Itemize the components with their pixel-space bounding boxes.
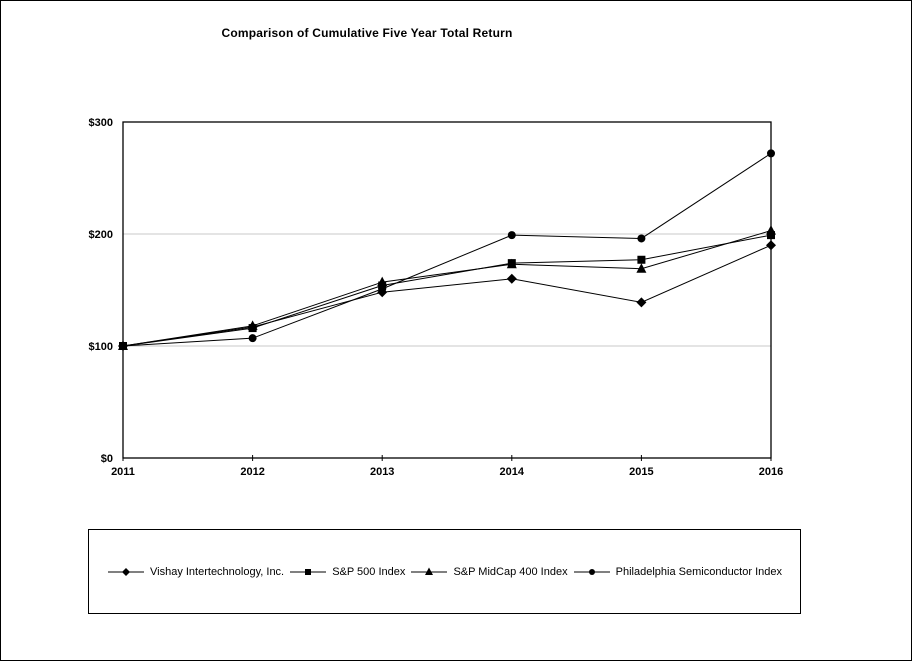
line-chart-plot-area: $0 $100 $200 $300 2011 2012 2013 2014 2015 2016	[89, 117, 784, 478]
legend-item-vishay: Vishay Intertechnology, Inc.	[107, 566, 284, 578]
svg-text:2011: 2011	[111, 466, 135, 478]
circle-marker-icon	[573, 568, 610, 575]
svg-text:$100: $100	[89, 341, 113, 353]
svg-text:$0: $0	[101, 453, 113, 465]
legend-item-midcap400: S&P MidCap 400 Index	[410, 565, 568, 578]
triangle-marker-icon	[411, 567, 448, 575]
svg-text:2015: 2015	[629, 466, 653, 478]
svg-text:$300: $300	[89, 117, 113, 129]
legend-item-sp500: S&P 500 Index	[289, 566, 405, 578]
legend-label-sox: Philadelphia Semiconductor Index	[615, 565, 782, 578]
chart-title: Comparison of Cumulative Five Year Total…	[221, 26, 513, 40]
legend-item-sox: Philadelphia Semiconductor Index	[573, 566, 782, 578]
legend-label-sp500: S&P 500 Index	[332, 565, 406, 578]
svg-text:2013: 2013	[370, 466, 394, 478]
chart-legend: Vishay Intertechnology, Inc. S&P 500 Ind…	[88, 529, 801, 614]
square-marker-icon	[290, 568, 327, 575]
svg-text:$200: $200	[89, 229, 113, 241]
legend-label-midcap400: S&P MidCap 400 Index	[453, 565, 568, 578]
diamond-marker-icon	[108, 567, 144, 576]
svg-text:2012: 2012	[240, 466, 264, 478]
svg-text:2014: 2014	[500, 466, 525, 478]
legend-label-vishay: Vishay Intertechnology, Inc.	[150, 565, 285, 578]
svg-text:2016: 2016	[759, 466, 783, 478]
